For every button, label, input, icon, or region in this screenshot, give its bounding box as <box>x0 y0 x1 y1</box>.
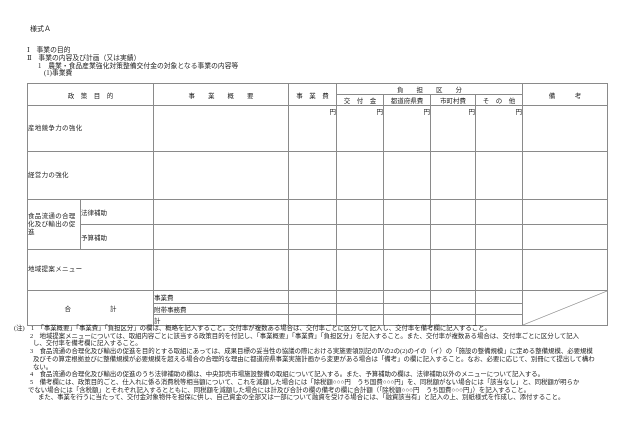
empty-cell <box>383 224 431 250</box>
table-header-row-1: 政 策 目 的 事 業 概 要 事 業 費 負 担 区 分 備 考 <box>27 83 608 106</box>
footnote-line: し、交付率を備考欄に記入すること。 <box>33 340 142 348</box>
col-header-project-outline: 事 業 概 要 <box>153 83 289 106</box>
table-row-total-jigyohi: 合 計 事業費 <box>27 290 608 326</box>
col-header-prefecture-cost: 都道府県費 <box>383 94 431 106</box>
remarks-cell <box>522 151 608 200</box>
total-sub-label: 事業費 <box>153 290 289 304</box>
empty-cell <box>383 151 431 200</box>
remarks-cell <box>522 199 608 225</box>
empty-cell <box>475 199 523 225</box>
row-label: 経営力の強化 <box>27 151 154 200</box>
notes-section: (注) 1 「事業概要」「事業費」「負担区分」の欄は、概略を記入すること。交付率… <box>0 325 630 402</box>
footnote-line: でない場合には「含税額」とそれぞれ記入するとともに、同税額を減額した場合には計及… <box>28 386 531 394</box>
empty-cell <box>288 224 337 250</box>
project-outline-cell <box>153 199 289 225</box>
remarks-cell <box>522 249 608 291</box>
empty-cell <box>475 303 523 315</box>
unit-label-cell: 円 <box>475 105 523 152</box>
empty-cell <box>430 151 476 200</box>
col-header-municipal-cost: 市町村費 <box>430 94 476 106</box>
unit-label-cell: 円 <box>430 105 476 152</box>
empty-cell <box>430 314 476 326</box>
table-row-shokuhin-yosan: 予算補助 <box>28 224 608 250</box>
footnote-line: 5 備考欄には、政策目的ごと、仕入れに係る消費税等相当額について、これを減額した… <box>30 378 580 386</box>
empty-cell <box>475 224 523 250</box>
section-heading-purpose: Ⅰ 事業の目的 <box>27 47 71 54</box>
project-outline-cell <box>153 224 289 250</box>
empty-cell <box>336 151 384 200</box>
unit-label-cell: 円 <box>288 105 337 152</box>
col-header-burden-category: 負 担 区 分 <box>336 83 523 95</box>
diagonal-line-icon <box>523 291 607 325</box>
total-sub-label: 計 <box>153 314 289 326</box>
sub-row-label: 法律補助 <box>80 199 154 225</box>
table-row-sanchi: 産地競争力の強化 円 円 円 円 円 <box>27 105 608 152</box>
empty-cell <box>430 303 476 315</box>
empty-cell <box>383 290 431 304</box>
empty-cell <box>383 314 431 326</box>
project-cost-table: 政 策 目 的 事 業 概 要 事 業 費 負 担 区 分 備 考 交 付 金 … <box>27 83 608 326</box>
footnote-line: 2 地域提案メニューについては、取組内容ごとに該当する政策目的を付記し、「事業概… <box>30 332 580 340</box>
empty-cell <box>430 249 476 291</box>
row-label: 食品流通の合理化及び輸出の促進 <box>27 199 81 250</box>
footnote-line: 及びその算定根拠並びに整備規模が必要規模を超える場合の合理的な理由に都道府県事業… <box>33 355 595 363</box>
empty-cell <box>430 199 476 225</box>
project-outline-cell <box>153 105 289 152</box>
sub-row-label: 予算補助 <box>80 224 154 250</box>
form-code-label: 様式Ａ <box>30 25 51 33</box>
row-label: 産地競争力の強化 <box>27 105 154 152</box>
section-heading-content-plan: Ⅱ 事業の内容及び計画（又は実績） <box>27 55 141 62</box>
unit-label-cell: 円 <box>336 105 384 152</box>
project-outline-cell <box>153 151 289 200</box>
empty-cell <box>336 199 384 225</box>
empty-cell <box>288 249 337 291</box>
footnote-line: また、事業を行うに当たって、交付金対象物件を担保に供し、自己資金の全部又は一部に… <box>38 394 565 402</box>
empty-cell <box>288 199 337 225</box>
empty-cell <box>475 290 523 304</box>
empty-cell <box>336 249 384 291</box>
col-header-grant: 交 付 金 <box>336 94 384 106</box>
remarks-cell <box>522 224 608 250</box>
empty-cell <box>336 224 384 250</box>
project-outline-cell <box>153 249 289 291</box>
empty-cell <box>383 199 431 225</box>
empty-cell <box>288 303 337 315</box>
row-label: 地域提案メニュー <box>27 249 154 291</box>
remarks-strikethrough-cell <box>522 290 608 326</box>
empty-cell <box>430 290 476 304</box>
table-row-chiiki: 地域提案メニュー <box>27 249 608 291</box>
col-header-remarks: 備 考 <box>522 83 608 106</box>
empty-cell <box>288 314 337 326</box>
footnote-line: (注) 1 「事業概要」「事業費」「負担区分」の欄は、概略を記入すること。交付率… <box>14 325 491 332</box>
table-row-total-kei: 計 <box>28 314 608 326</box>
total-row-label: 合 計 <box>27 290 154 326</box>
empty-cell <box>475 249 523 291</box>
remarks-cell <box>522 105 608 152</box>
total-sub-label: 附帯事務費 <box>153 303 289 315</box>
empty-cell <box>430 224 476 250</box>
subsection-heading-grant-target: 1 農業・食品産業強化対策整備交付金の対象となる事業の内容等 <box>38 63 239 70</box>
empty-cell <box>383 249 431 291</box>
empty-cell <box>336 314 384 326</box>
empty-cell <box>336 290 384 304</box>
table-row-keiei: 経営力の強化 <box>27 151 608 200</box>
empty-cell <box>383 303 431 315</box>
unit-label-cell: 円 <box>383 105 431 152</box>
subsection-heading-project-cost: (1)事業費 <box>44 70 73 77</box>
footnote-line: ない。 <box>33 363 53 371</box>
table-row-shokuhin-houritsu: 食品流通の合理化及び輸出の促進 法律補助 <box>27 199 608 250</box>
empty-cell <box>475 151 523 200</box>
footnote-line: 4 食品流通の合理化及び輸出の促進のうち法律補助の欄は、中央卸売市場施設整備の取… <box>30 371 545 379</box>
col-header-project-cost: 事 業 費 <box>288 83 337 106</box>
col-header-other: そ の 他 <box>475 94 523 106</box>
empty-cell <box>288 290 337 304</box>
col-header-policy-objective: 政 策 目 的 <box>27 83 154 106</box>
empty-cell <box>288 151 337 200</box>
empty-cell <box>336 303 384 315</box>
empty-cell <box>475 314 523 326</box>
footnote-line: 3 食品流通の合理化及び輸出の促進を目的とする取組にあっては、成果目標の妥当性の… <box>30 348 593 356</box>
